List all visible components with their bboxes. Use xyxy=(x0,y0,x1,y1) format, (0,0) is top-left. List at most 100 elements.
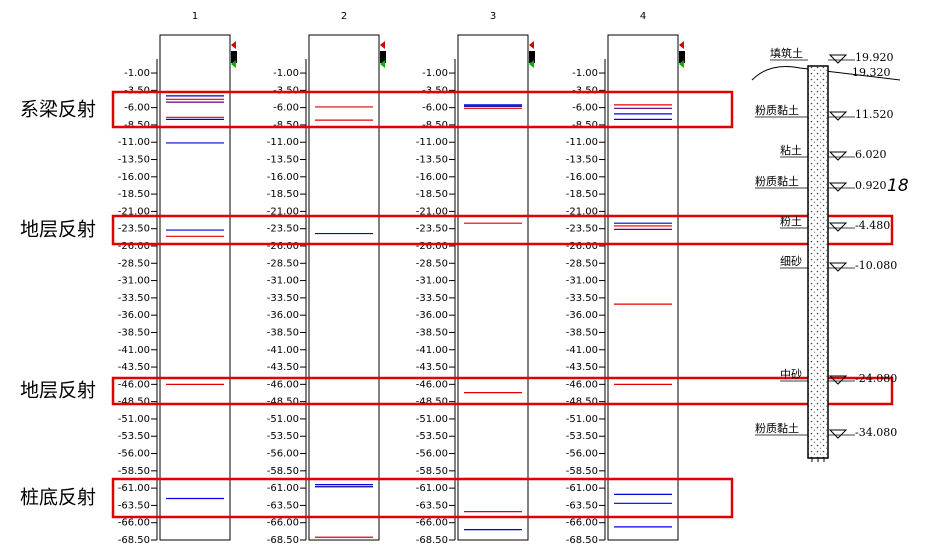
tick-label: -1.00 xyxy=(124,68,150,79)
tick-label: -61.00 xyxy=(118,483,150,494)
column-label: 2 xyxy=(341,11,347,22)
marker xyxy=(679,60,684,68)
soil-name: 粘土 xyxy=(780,143,802,157)
tick-label: -16.00 xyxy=(267,172,299,183)
tick-label: -1.00 xyxy=(572,68,598,79)
tick-label: -11.00 xyxy=(267,137,299,148)
ground-line xyxy=(751,66,901,81)
soil-name: 中砂 xyxy=(780,368,802,381)
marker xyxy=(380,60,385,68)
elev-marker xyxy=(828,262,848,272)
tick-label: -63.50 xyxy=(416,500,448,511)
elev-marker xyxy=(828,222,848,232)
tick-label: -66.00 xyxy=(267,518,299,529)
highlight-box xyxy=(111,477,734,519)
tick-label: -26.00 xyxy=(566,241,598,252)
tick-label: -58.50 xyxy=(118,466,150,477)
tick-label: -16.00 xyxy=(416,172,448,183)
tick-label: -16.00 xyxy=(566,172,598,183)
soil-name: 粉质黏土 xyxy=(755,103,799,117)
tick-label: -61.00 xyxy=(416,483,448,494)
tick-label: -28.50 xyxy=(566,258,598,269)
annotation-label: 地层反射 xyxy=(20,219,96,241)
tick-label: -6.00 xyxy=(572,103,598,114)
tick-label: -33.50 xyxy=(267,293,299,304)
tick-label: -18.50 xyxy=(566,189,598,200)
tick-label: -43.50 xyxy=(118,362,150,373)
elevation-label: -34.080 xyxy=(855,426,897,439)
tick-label: -11.00 xyxy=(118,137,150,148)
elev-marker xyxy=(828,375,848,385)
elevation-label: -4.480 xyxy=(855,219,890,232)
tick-label: -68.50 xyxy=(118,535,150,546)
tick-label: -43.50 xyxy=(566,362,598,373)
tick-label: -66.00 xyxy=(416,518,448,529)
tick-label: -36.00 xyxy=(416,310,448,321)
tick-label: -48.50 xyxy=(566,397,598,408)
tick-label: -53.50 xyxy=(416,431,448,442)
tick-label: -56.00 xyxy=(267,449,299,460)
tick-label: -53.50 xyxy=(267,431,299,442)
annotation-label: 桩底反射 xyxy=(20,487,96,509)
tick-label: -6.00 xyxy=(422,103,448,114)
marker xyxy=(529,60,534,68)
tick-label: -51.00 xyxy=(118,414,150,425)
marker xyxy=(231,60,236,68)
soil-name: 粉质黏土 xyxy=(755,421,799,435)
tick-label: -6.00 xyxy=(273,103,299,114)
tick-label: -66.00 xyxy=(566,518,598,529)
marker xyxy=(231,51,237,63)
tick-label: -48.50 xyxy=(416,397,448,408)
trace-box xyxy=(159,34,231,541)
tick-label: -23.50 xyxy=(267,224,299,235)
highlight-box xyxy=(111,90,734,129)
tick-label: -68.50 xyxy=(416,535,448,546)
tick-label: -46.00 xyxy=(118,379,150,390)
marker xyxy=(529,51,535,63)
tick-label: -38.50 xyxy=(416,327,448,338)
tick-label: -31.00 xyxy=(267,276,299,287)
marker xyxy=(679,41,684,49)
tick-label: -33.50 xyxy=(118,293,150,304)
tick-label: -51.00 xyxy=(566,414,598,425)
tick-label: -28.50 xyxy=(416,258,448,269)
tick-label: -21.00 xyxy=(416,206,448,217)
tick-label: -11.00 xyxy=(566,137,598,148)
tick-label: -63.50 xyxy=(118,500,150,511)
tick-label: -56.00 xyxy=(416,449,448,460)
tick-label: -23.50 xyxy=(566,224,598,235)
tick-label: -13.50 xyxy=(416,155,448,166)
marker xyxy=(679,51,685,63)
tick-label: -21.00 xyxy=(118,206,150,217)
tick-label: -33.50 xyxy=(566,293,598,304)
tick-label: -26.00 xyxy=(118,241,150,252)
column-label: 3 xyxy=(490,11,496,22)
annotation-label: 地层反射 xyxy=(20,380,96,402)
tick-label: -23.50 xyxy=(416,224,448,235)
tick-label: -61.00 xyxy=(267,483,299,494)
tick-label: -38.50 xyxy=(267,327,299,338)
tick-label: -21.00 xyxy=(267,206,299,217)
elevation-label: 0.920 xyxy=(855,179,887,192)
tick-label: -41.00 xyxy=(267,345,299,356)
elevation-label: 11.520 xyxy=(855,108,894,121)
tick-label: -36.00 xyxy=(566,310,598,321)
tick-label: -18.50 xyxy=(416,189,448,200)
elev-marker xyxy=(828,54,848,64)
tick-label: -46.00 xyxy=(566,379,598,390)
tick-label: -36.00 xyxy=(267,310,299,321)
tick-label: -41.00 xyxy=(566,345,598,356)
pile xyxy=(807,65,829,459)
tick-label: -46.00 xyxy=(267,379,299,390)
marker xyxy=(231,41,236,49)
tick-label: -48.50 xyxy=(118,397,150,408)
elevation-label: 6.020 xyxy=(855,148,887,161)
tick-label: -8.50 xyxy=(422,120,448,131)
tick-label: -13.50 xyxy=(118,155,150,166)
tick-label: -26.00 xyxy=(267,241,299,252)
tick-label: -68.50 xyxy=(267,535,299,546)
tick-label: -16.00 xyxy=(118,172,150,183)
elev-marker xyxy=(828,429,848,439)
tick-label: -66.00 xyxy=(118,518,150,529)
